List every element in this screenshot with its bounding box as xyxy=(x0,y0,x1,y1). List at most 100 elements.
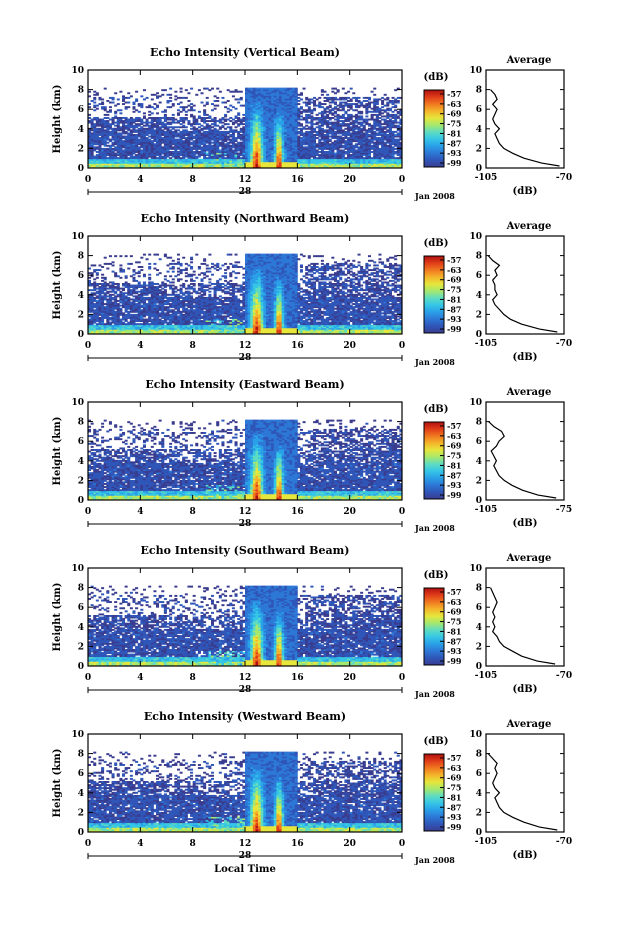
echo-cell xyxy=(229,134,232,136)
echo-cell xyxy=(151,117,154,119)
echo-cell xyxy=(135,98,138,100)
echo-cell xyxy=(146,128,149,130)
echo-cell xyxy=(164,131,167,133)
echo-cell xyxy=(378,98,381,100)
echo-cell xyxy=(240,97,243,99)
echo-cell xyxy=(117,283,120,285)
echo-cell xyxy=(143,128,146,130)
echo-cell xyxy=(300,92,303,94)
echo-cell xyxy=(392,111,395,113)
echo-cell xyxy=(240,128,243,130)
echo-cell xyxy=(321,89,324,91)
echo-cell xyxy=(127,102,130,104)
echo-cell xyxy=(182,125,185,127)
echo-cell xyxy=(211,142,214,144)
echo-cell xyxy=(331,91,334,93)
profile-title: Average xyxy=(506,55,552,66)
echo-cell xyxy=(392,146,395,148)
echo-cell xyxy=(206,88,209,90)
echo-cell xyxy=(324,91,327,93)
echo-cell xyxy=(297,97,300,99)
echo-cell xyxy=(235,126,238,128)
echo-cell xyxy=(232,91,235,93)
echo-cell xyxy=(342,120,345,122)
echo-cell xyxy=(169,88,172,90)
echo-cell xyxy=(214,100,217,102)
echo-cell xyxy=(109,281,112,283)
echo-cell xyxy=(373,142,376,144)
echo-cell xyxy=(219,142,222,144)
echo-cell xyxy=(96,277,99,279)
echo-cell xyxy=(114,128,117,130)
echo-cell xyxy=(216,100,219,102)
echo-cell xyxy=(326,111,329,113)
echo-cell xyxy=(174,119,177,121)
echo-cell xyxy=(240,105,243,107)
echo-cell xyxy=(394,105,397,107)
echo-cell xyxy=(125,125,128,127)
echo-cell xyxy=(397,132,400,134)
echo-cell xyxy=(122,103,125,105)
echo-cell xyxy=(310,115,313,117)
echo-cell xyxy=(373,119,376,121)
echo-cell xyxy=(381,159,384,161)
echo-cell xyxy=(122,292,125,294)
echo-cell xyxy=(287,88,290,90)
echo-cell xyxy=(164,123,167,125)
echo-cell xyxy=(324,103,327,105)
echo-cell xyxy=(93,278,96,280)
echo-cell xyxy=(114,105,117,107)
echo-cell xyxy=(91,100,94,102)
echo-cell xyxy=(153,117,156,119)
echo-cell xyxy=(355,97,358,99)
echo-cell xyxy=(360,122,363,124)
echo-cell xyxy=(132,102,135,104)
echo-cell xyxy=(324,129,327,131)
echo-cell xyxy=(190,106,193,108)
echo-cell xyxy=(310,102,313,104)
colorbar-tick-label: -93 xyxy=(447,148,462,158)
echo-cell xyxy=(358,100,361,102)
echo-cell xyxy=(125,314,128,316)
echo-cell xyxy=(190,114,193,116)
echo-cell xyxy=(397,115,400,117)
echo-cell xyxy=(384,105,387,107)
echo-cell xyxy=(119,117,122,119)
echo-cell xyxy=(237,131,240,133)
echo-cell xyxy=(156,92,159,94)
echo-cell xyxy=(156,117,159,119)
echo-cell xyxy=(151,112,154,114)
echo-cell xyxy=(334,119,337,121)
echo-cell xyxy=(169,106,172,108)
echo-cell xyxy=(177,112,180,114)
echo-cell xyxy=(305,146,308,148)
date-label: Jan 2008 xyxy=(414,191,455,201)
echo-cell xyxy=(106,142,109,144)
echo-cell xyxy=(376,132,379,134)
y-tick-label: 6 xyxy=(78,105,84,115)
echo-cell xyxy=(112,297,115,299)
echo-cell xyxy=(206,157,209,159)
echo-cell xyxy=(93,102,96,104)
echo-cell xyxy=(98,264,101,266)
echo-cell xyxy=(216,97,219,99)
echo-cell xyxy=(229,109,232,111)
echo-cell xyxy=(172,114,175,116)
echo-cell xyxy=(371,108,374,110)
echo-cell xyxy=(339,109,342,111)
echo-cell xyxy=(303,126,306,128)
echo-cell xyxy=(219,119,222,121)
echo-cell xyxy=(91,119,94,121)
echo-cell xyxy=(397,100,400,102)
echo-cell xyxy=(344,97,347,99)
echo-cell xyxy=(117,117,120,119)
echo-cell xyxy=(344,140,347,142)
echo-cell xyxy=(331,108,334,110)
echo-cell xyxy=(235,115,238,117)
echo-cell xyxy=(303,146,306,148)
echo-cell xyxy=(334,97,337,99)
echo-cell xyxy=(180,106,183,108)
echo-cell xyxy=(227,111,230,113)
echo-cell xyxy=(122,95,125,97)
echo-cell xyxy=(156,157,159,159)
